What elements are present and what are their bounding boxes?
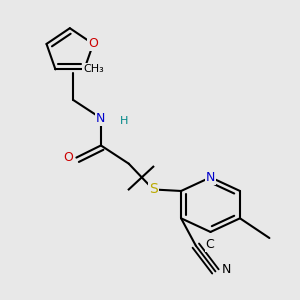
Text: N: N [206, 171, 215, 184]
Text: O: O [88, 38, 98, 50]
Text: N: N [222, 263, 231, 276]
Text: S: S [149, 182, 158, 197]
Text: CH₃: CH₃ [83, 64, 104, 74]
Text: C: C [206, 238, 214, 250]
Text: N: N [96, 112, 106, 124]
Text: H: H [120, 116, 128, 126]
Text: O: O [63, 151, 73, 164]
